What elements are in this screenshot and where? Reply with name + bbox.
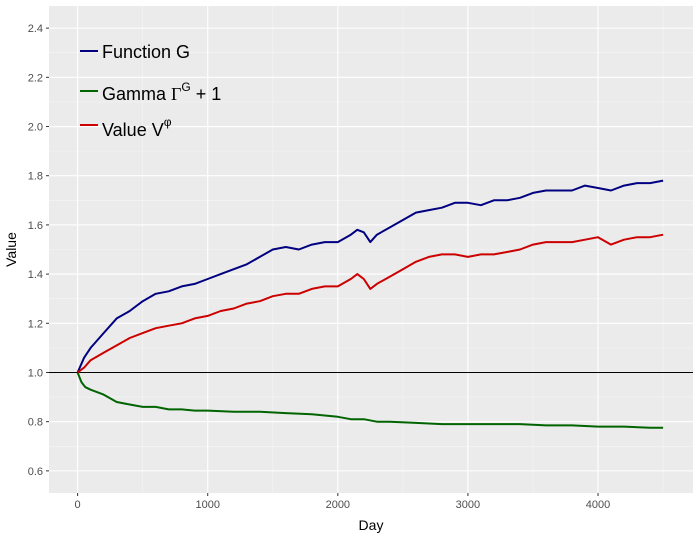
legend: Function G Gamma ΓG + 1 Value Vφ — [80, 42, 221, 140]
legend-label-value-text: Value V — [102, 120, 164, 140]
legend-item-gamma: Gamma ΓG + 1 — [80, 80, 221, 104]
x-tick-label: 2000 — [326, 499, 350, 511]
legend-label-gamma-text: Gamma — [102, 84, 167, 104]
y-tick-label: 0.8 — [28, 417, 43, 429]
legend-label-value-superscript: φ — [164, 115, 172, 129]
major-gridlines — [49, 6, 693, 493]
y-axis-ticks: 0.6 0.8 1.0 1.2 1.4 1.6 1.8 2.0 2.2 2.4 — [28, 23, 49, 478]
legend-item-value: Value Vφ — [80, 115, 172, 140]
legend-label-gamma: Gamma ΓG + 1 — [102, 80, 221, 104]
legend-label-function-g: Function G — [102, 42, 190, 62]
legend-item-function-g: Function G — [80, 42, 190, 62]
y-tick-label: 1.2 — [28, 318, 43, 330]
y-tick-label: 0.6 — [28, 466, 43, 478]
series-line-function-g — [76, 179, 664, 373]
y-tick-label: 1.8 — [28, 171, 43, 183]
series-lines — [76, 179, 664, 429]
series-line-gamma — [76, 372, 664, 429]
y-tick-label: 1.4 — [28, 269, 43, 281]
minor-gridlines — [49, 6, 693, 493]
y-tick-label: 1.6 — [28, 220, 43, 232]
y-axis-title: Value — [3, 232, 19, 267]
x-tick-label: 1000 — [195, 499, 219, 511]
x-tick-label: 0 — [75, 499, 81, 511]
legend-label-value: Value Vφ — [102, 115, 172, 140]
y-tick-label: 2.4 — [28, 23, 43, 35]
y-tick-label: 1.0 — [28, 367, 43, 379]
series-line-value — [76, 233, 664, 374]
x-tick-label: 4000 — [586, 499, 610, 511]
legend-label-gamma-superscript: G — [181, 80, 190, 94]
x-tick-label: 3000 — [456, 499, 480, 511]
legend-label-gamma-suffix: + 1 — [191, 84, 222, 104]
x-axis-title: Day — [359, 517, 384, 533]
y-tick-label: 2.2 — [28, 72, 43, 84]
legend-label-gamma-symbol: Γ — [171, 84, 181, 104]
x-axis-ticks: 0 1000 2000 3000 4000 — [75, 493, 610, 511]
y-tick-label: 2.0 — [28, 122, 43, 134]
